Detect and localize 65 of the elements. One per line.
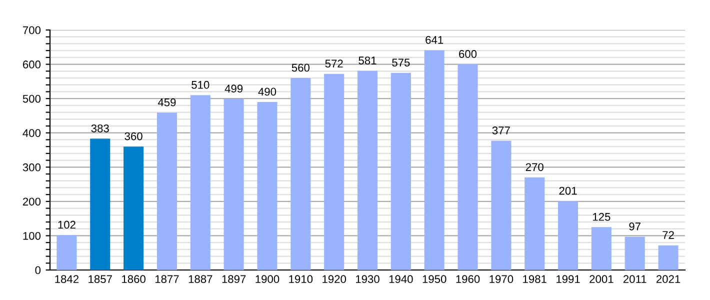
x-tick-label: 1860 [122, 275, 146, 284]
bar [558, 201, 578, 270]
bar [324, 74, 344, 270]
data-label: 270 [526, 163, 544, 172]
y-tick-label: 0 [35, 266, 41, 274]
x-tick-label: 2021 [656, 275, 680, 284]
bar [290, 78, 311, 270]
y-tick-label: 300 [22, 163, 41, 172]
x-tick-label: 1842 [55, 275, 79, 284]
x-tick-label: 1981 [523, 275, 546, 284]
x-tick-label: 1897 [222, 275, 246, 284]
x-tick-label: 1877 [155, 275, 179, 284]
data-label: 581 [358, 56, 376, 64]
data-label: 102 [58, 220, 76, 229]
x-tick-label: 1887 [188, 275, 212, 284]
bar [224, 98, 244, 270]
bar [156, 112, 177, 270]
data-label: 572 [325, 60, 343, 68]
x-tick-label: 1940 [389, 275, 413, 284]
y-tick-label: 100 [23, 232, 41, 240]
x-tick-label: 1857 [88, 275, 112, 284]
y-tick-label: 200 [22, 198, 41, 206]
data-label: 459 [158, 98, 176, 106]
y-tick-label: 400 [22, 129, 41, 137]
bar [491, 140, 512, 270]
data-label: 125 [593, 212, 610, 221]
x-tick-label: 1920 [322, 275, 346, 284]
data-label: 510 [192, 80, 210, 89]
x-tick-label: 2001 [590, 275, 614, 284]
x-tick-label: 2011 [623, 275, 646, 284]
bar [56, 235, 77, 270]
data-label: 490 [258, 88, 276, 96]
bar [591, 227, 612, 270]
data-label: 383 [91, 124, 109, 132]
bar [458, 64, 478, 270]
bar [524, 177, 545, 270]
y-tick-label: 500 [22, 94, 41, 103]
data-label: 600 [459, 50, 477, 58]
bar [124, 146, 144, 270]
bar [90, 138, 110, 270]
data-label: 201 [559, 186, 577, 195]
bar [658, 245, 678, 270]
x-tick-label: 1970 [490, 275, 514, 284]
data-label: 575 [392, 58, 410, 66]
x-tick-label: 1910 [289, 275, 313, 284]
data-label: 499 [224, 84, 243, 93]
bar [390, 72, 411, 270]
data-label: 360 [124, 132, 142, 140]
bar [257, 102, 278, 270]
y-tick-label: 600 [23, 60, 41, 68]
x-tick-label: 1900 [256, 275, 280, 284]
x-tick-label: 1930 [356, 275, 380, 284]
x-tick-label: 1950 [422, 275, 446, 284]
data-label: 377 [492, 126, 510, 134]
y-tick-label: 700 [23, 26, 41, 34]
bar [624, 236, 645, 270]
data-label: 641 [426, 36, 444, 44]
x-tick-label: 1960 [456, 275, 480, 284]
data-label: 560 [292, 64, 310, 72]
bar [424, 50, 444, 270]
x-tick-label: 1991 [556, 275, 580, 284]
data-label: 97 [629, 222, 640, 230]
bar [357, 70, 378, 270]
bar [190, 95, 210, 270]
data-label: 72 [662, 231, 674, 239]
